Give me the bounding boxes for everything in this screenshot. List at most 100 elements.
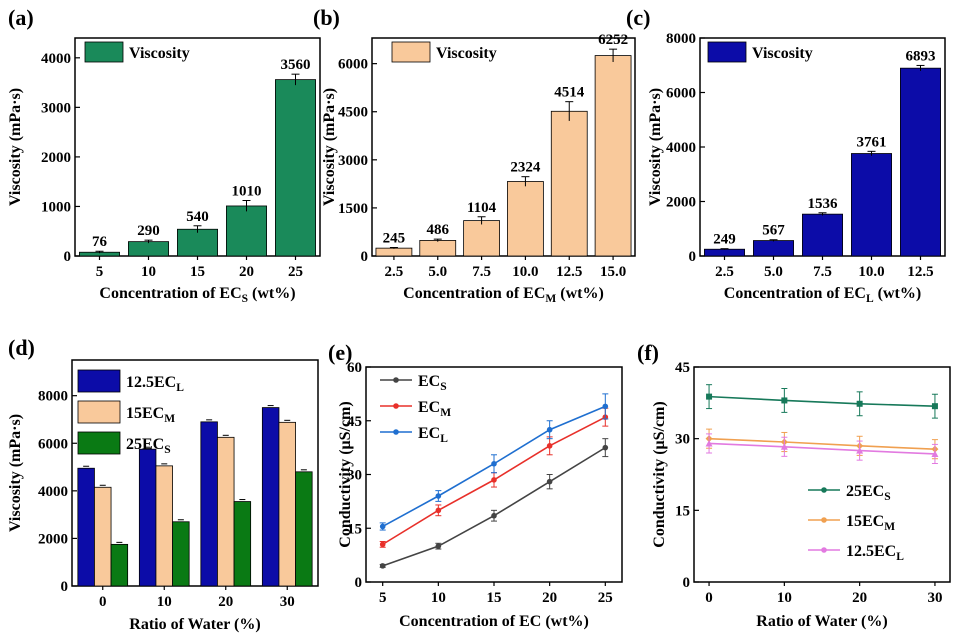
y-tick-label: 3000: [338, 153, 368, 169]
x-tick-label: 20: [542, 590, 557, 606]
legend-label-main: EC: [418, 373, 440, 390]
bar: [278, 421, 296, 587]
y-axis-title: Viscosity (mPa·s): [647, 88, 664, 206]
plot-frame: [71, 359, 319, 587]
x-axis-title-sub: L: [866, 293, 874, 305]
legend-label: ECS: [418, 373, 447, 393]
data-label: 3761: [857, 134, 887, 150]
data-label: 2324: [510, 160, 541, 176]
panel-label: (c): [626, 5, 650, 30]
data-label: 567: [762, 223, 785, 239]
x-tick-label: 15.0: [600, 264, 626, 280]
bar: [226, 205, 267, 257]
y-tick-label: 0: [361, 249, 369, 265]
y-tick-label: 60: [347, 360, 362, 376]
panel-label: (b): [313, 5, 340, 30]
y-tick-label: 2000: [38, 531, 68, 547]
data-point: [379, 563, 386, 569]
bar: [110, 543, 129, 587]
panel-label: (e): [328, 340, 352, 365]
legend-label: 25ECS: [126, 436, 171, 456]
legend-label-sub: L: [176, 382, 184, 394]
x-axis-title: Ratio of Water (%): [756, 613, 887, 630]
x-axis-title: Concentration of EC (wt%): [399, 613, 589, 630]
data-point: [491, 477, 497, 483]
data-label: 245: [383, 231, 406, 247]
x-tick-label: 15: [190, 264, 205, 280]
chart-panel-c: (c) 0 2000 4000 6000 8000 249 2.5 567 5.0 1536 7.5 3…: [626, 5, 946, 305]
legend-label-sub: L: [440, 433, 448, 445]
bar: [128, 241, 169, 257]
legend-label-main: 25EC: [846, 483, 884, 500]
y-axis-title: Viscosity (mPa·s): [321, 88, 338, 206]
legend-label-sub: S: [884, 491, 890, 503]
data-point: [379, 541, 386, 548]
x-tick-label: 2.5: [715, 264, 734, 280]
x-tick-label: 2.5: [385, 264, 404, 280]
data-point: [491, 512, 497, 519]
bar: [900, 67, 941, 257]
panel-label: (a): [8, 5, 34, 30]
legend-label: Viscosity: [752, 45, 813, 62]
x-tick-label: 7.5: [813, 264, 832, 280]
x-axis-title: Concentration of ECS (wt%): [99, 285, 295, 305]
legend-label: 15ECM: [126, 405, 175, 425]
y-tick-label: 0: [683, 575, 691, 591]
x-tick-label: 30: [280, 594, 295, 610]
chart-panel-b: (b) 0 1500 3000 4500 6000 245 2.5 486 5.0 1104 7.5 2…: [313, 5, 636, 305]
x-axis-title-main: Concentration of EC: [403, 285, 545, 302]
x-axis-title-sub: M: [545, 293, 556, 305]
bar: [594, 55, 632, 257]
data-point: [435, 493, 442, 499]
x-tick-label: 20: [218, 594, 233, 610]
y-tick-label: 2000: [666, 195, 696, 211]
legend-label-main: EC: [418, 399, 440, 416]
legend-swatch: [77, 400, 121, 424]
y-axis-title: Viscosity (mPa·s): [7, 414, 24, 532]
legend-label-main: 15EC: [126, 405, 164, 422]
x-tick-label: 25: [598, 590, 613, 606]
plot-frame: [371, 37, 636, 257]
legend-label-sub: S: [440, 381, 446, 393]
x-tick-label: 10: [431, 590, 446, 606]
data-label: 6893: [906, 48, 936, 64]
data-label: 249: [713, 232, 736, 248]
x-tick-label: 10.0: [512, 264, 538, 280]
legend-marker: [393, 403, 399, 409]
data-point: [602, 444, 609, 451]
legend-label-sub: L: [896, 551, 904, 563]
bar: [375, 247, 413, 257]
y-tick-label: 3000: [41, 100, 71, 116]
y-axis-title-tail: ): [337, 401, 354, 406]
data-point: [435, 543, 442, 549]
bar: [295, 471, 313, 587]
legend-swatch: [707, 41, 747, 63]
bar: [177, 228, 218, 257]
y-axis-title: Conductivity (μS/cm): [337, 401, 354, 547]
y-tick-label: 0: [689, 249, 697, 265]
legend-label-main: 12.5EC: [126, 374, 176, 391]
legend-label-main: EC: [418, 425, 440, 442]
data-label: 76: [92, 234, 108, 250]
data-point: [379, 523, 386, 530]
y-axis-title-tail: ): [651, 401, 668, 406]
bar: [550, 110, 588, 257]
legend-swatch: [77, 369, 121, 393]
y-axis-title: Conductivity (μS/cm): [651, 401, 668, 547]
bar: [851, 153, 892, 257]
legend-swatch: [84, 41, 124, 63]
data-point: [856, 400, 863, 407]
data-label: 1010: [232, 184, 262, 200]
y-tick-label: 8000: [666, 31, 696, 47]
y-tick-label: 4000: [41, 51, 71, 67]
data-point: [546, 443, 553, 449]
bar: [463, 220, 500, 257]
legend-label: 12.5ECL: [846, 543, 904, 563]
series-line: [709, 442, 935, 455]
bar: [94, 486, 112, 587]
y-tick-label: 45: [347, 414, 362, 430]
bar: [704, 248, 745, 257]
y-axis-title: Viscosity (mPa·s): [7, 88, 24, 206]
y-tick-label: 6000: [666, 86, 696, 102]
